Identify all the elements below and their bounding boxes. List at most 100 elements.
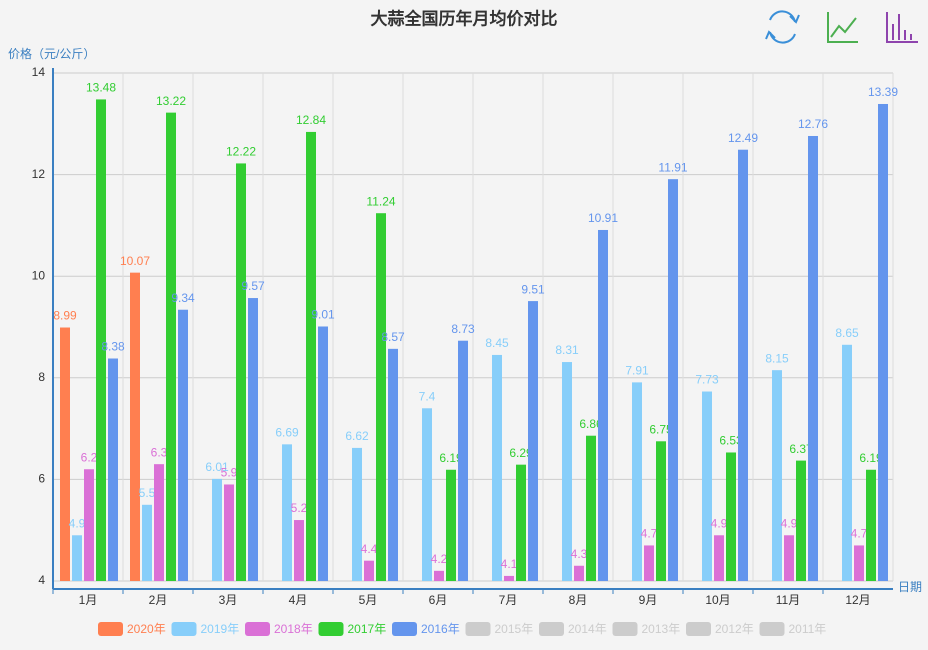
value-label: 7.73 [695,373,719,387]
bar [178,309,188,581]
line-icon[interactable] [827,12,858,43]
value-label: 4.3 [571,547,588,561]
x-axis-label: 日期 [898,580,922,594]
bar [212,478,222,581]
bar [434,570,444,581]
legend-label: 2015年 [495,622,534,636]
bar [364,560,374,581]
bar [248,298,258,581]
y-tick-label: 14 [32,65,46,79]
x-tick-label: 3月 [219,593,238,607]
value-label: 8.38 [101,340,125,354]
value-label: 5.2 [291,501,308,515]
value-label: 5.5 [139,486,156,500]
legend-swatch [686,622,711,636]
bar [878,103,888,581]
y-tick-label: 8 [38,370,45,384]
value-label: 4.7 [641,527,658,541]
value-label: 13.48 [86,81,116,95]
value-label: 12.49 [728,131,758,145]
value-label: 4.4 [361,542,378,556]
value-label: 5.9 [221,466,238,480]
legend-swatch [245,622,270,636]
bar [130,272,140,581]
bar [632,382,642,581]
legend-label: 2011年 [789,622,827,636]
bar [656,441,666,581]
bar [574,565,584,581]
value-label: 6.37 [789,442,813,456]
chart-title: 大蒜全国历年月均价对比 [371,8,558,28]
value-label: 11.91 [658,160,687,174]
bar [598,229,608,582]
bar [726,452,736,581]
value-label: 6.29 [509,446,533,460]
value-label: 7.4 [419,389,436,403]
value-label: 8.65 [835,326,859,340]
legend-label: 2016年 [421,622,460,636]
legend-swatch [759,622,785,636]
restore-icon[interactable] [765,10,800,44]
value-label: 13.22 [156,94,186,108]
bar [528,301,538,581]
value-label: 6.19 [859,451,883,465]
toolbox[interactable] [765,10,918,44]
bar [224,484,234,581]
bar [352,447,362,581]
value-label: 4.9 [711,516,728,530]
legend-label: 2017年 [348,622,387,636]
bar [516,464,526,581]
value-label: 12.76 [798,117,828,131]
bar [282,444,292,581]
bar [738,149,748,581]
bar [772,370,782,581]
value-label: 9.51 [521,282,545,296]
bar [668,179,678,581]
value-label: 9.01 [311,308,335,322]
legend-swatch [171,622,197,636]
value-label: 6.53 [719,434,743,448]
legend-label: 2018年 [274,622,313,636]
bar [166,112,176,582]
x-tick-label: 8月 [569,593,588,607]
bar [562,362,572,581]
value-label: 12.22 [226,145,256,159]
bar [318,326,328,581]
bar [504,575,514,581]
legend-label: 2014年 [568,622,607,636]
value-label: 6.75 [649,422,673,436]
bar [808,135,818,581]
value-label: 9.34 [171,291,195,305]
value-label: 8.15 [765,351,789,365]
x-tick-label: 9月 [639,593,658,607]
value-label: 10.91 [588,211,618,225]
value-label: 6.2 [81,450,98,464]
value-label: 10.07 [120,254,150,268]
bar-icon[interactable] [886,12,918,43]
bar [72,535,82,581]
value-label: 4.9 [781,516,798,530]
bar [142,504,152,581]
bar [446,469,456,581]
bar [376,213,386,581]
value-label: 4.7 [851,527,868,541]
value-label: 12.84 [296,113,326,127]
legend-swatch [539,622,564,636]
value-label: 11.24 [366,194,395,208]
value-label: 6.86 [579,417,603,431]
value-label: 8.57 [381,330,405,344]
bar [60,327,70,581]
bar [644,545,654,581]
value-label: 8.45 [485,336,509,350]
legend-swatch [465,622,491,636]
legend-swatch [318,622,344,636]
x-tick-label: 4月 [289,593,308,607]
y-axis-label: 价格（元/公斤） [8,46,95,61]
value-label: 8.73 [451,322,475,336]
bar [422,408,432,581]
bar [236,163,246,581]
bar [84,469,94,581]
bar [702,391,712,581]
value-label: 6.19 [439,451,463,465]
